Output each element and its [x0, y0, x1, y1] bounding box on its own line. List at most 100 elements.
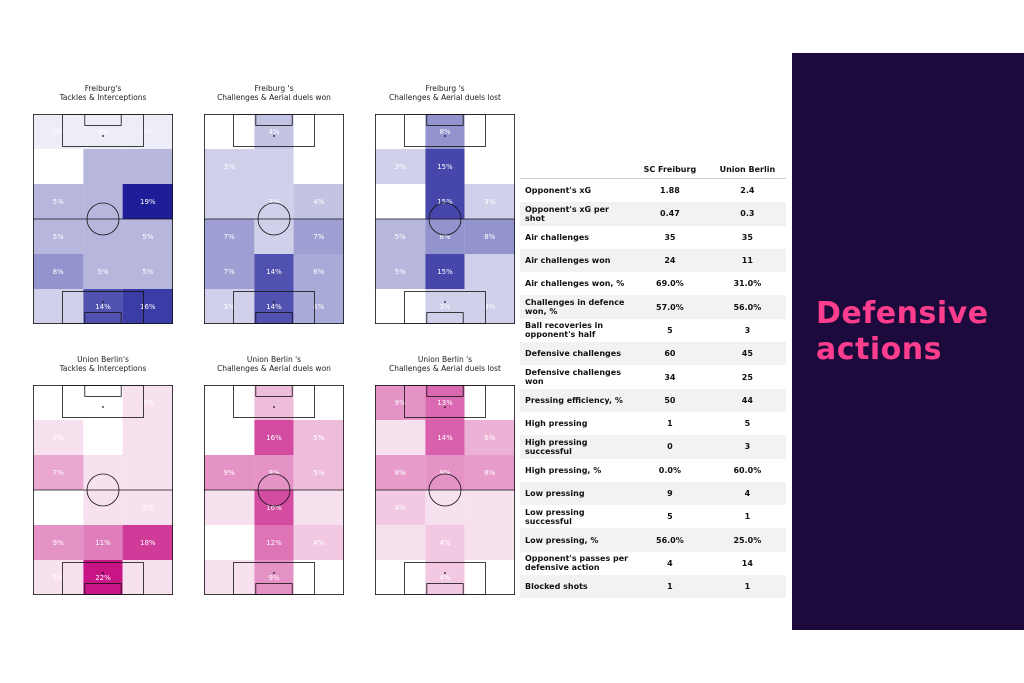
table-cell-union: 35	[741, 232, 753, 242]
heatmap-cell-label: 0%	[97, 128, 108, 136]
table-cell-union: 14	[741, 558, 753, 568]
table-cell-union: 5	[744, 419, 751, 429]
table-row: Ball recoveries in opponent's half 5 3	[520, 319, 786, 342]
top-penalty-spot	[273, 135, 275, 137]
center-circle	[86, 473, 120, 507]
heatmap-cell	[83, 525, 123, 560]
heatmap-cell	[375, 560, 426, 595]
table-cell-union: 1	[708, 575, 786, 599]
heatmap-cell-label: 0%	[224, 128, 235, 136]
heatmap-cell-label: 0%	[53, 128, 64, 136]
table-cell-metric: Air challenges	[525, 232, 590, 242]
heatmap-cell-label: 2%	[142, 399, 153, 407]
heatmap-cell	[293, 219, 344, 254]
heatmap-cell	[425, 289, 465, 324]
heatmap-cell-label: 6%	[313, 303, 324, 311]
heatmap-cell	[254, 455, 294, 490]
heatmap-cell	[33, 385, 84, 420]
panel-title-line2: actions	[816, 332, 942, 367]
bottom-penalty-spot	[102, 301, 104, 303]
heatmap-cell-label: 8%	[53, 268, 64, 276]
heatmap-cell	[122, 455, 173, 490]
panel-title-line1: Defensive	[816, 296, 989, 331]
heatmap-title: Freiburg 's Challenges & Aerial duels wo…	[204, 84, 344, 110]
heatmap-cell	[254, 525, 294, 560]
heatmap-cell-label: 3%	[395, 163, 406, 171]
heatmap-cell-label: 9%	[268, 574, 279, 582]
heatmap-cell-label: 2%	[142, 504, 153, 512]
heatmap-cell-label: 8%	[439, 128, 450, 136]
heatmap-cell	[293, 289, 344, 324]
heatmap-cell	[33, 184, 84, 219]
heatmap-cell	[204, 254, 255, 289]
heatmap-cell	[33, 455, 84, 490]
heatmap-title-line2: Challenges & Aerial duels won	[217, 93, 331, 102]
heatmap-cell-label: 2%	[53, 574, 64, 582]
heatmap-cell	[425, 420, 465, 455]
heatmap-cell	[464, 254, 515, 289]
heatmap-cell	[33, 560, 84, 595]
heatmap-cell	[33, 254, 84, 289]
table-cell-metric: Blocked shots	[520, 575, 632, 599]
heatmap-cell	[254, 149, 294, 184]
heatmap-cell-label: 4%	[268, 128, 279, 136]
heatmap-title: Freiburg 's Challenges & Aerial duels lo…	[375, 84, 515, 110]
bottom-penalty-spot	[102, 572, 104, 574]
panel-title: Defensive actions	[816, 296, 989, 368]
heatmap-cell-label: 7%	[224, 268, 235, 276]
heatmap-cell	[425, 219, 465, 254]
table-cell-freiburg: 1.88	[660, 186, 680, 196]
table-cell-union: 3	[708, 435, 786, 459]
bottom-six-yard-box	[255, 583, 293, 595]
heatmap-cell-label: 0%	[484, 163, 495, 171]
heatmap-cell	[204, 219, 255, 254]
heatmap-cell-label: 3%	[224, 163, 235, 171]
heatmap-cell	[204, 420, 255, 455]
heatmap-cell	[204, 149, 255, 184]
heatmap-cell	[425, 114, 465, 149]
center-circle	[428, 202, 462, 236]
heatmap-cell	[425, 455, 465, 490]
heatmap-title: Union Berlin 's Challenges & Aerial duel…	[204, 355, 344, 381]
heatmap-cell	[464, 114, 515, 149]
table-row: Low pressing 9 4	[520, 481, 786, 506]
heatmap-cell	[425, 525, 465, 560]
table-row: Low pressing, % 56.0% 25.0%	[520, 528, 786, 552]
heatmap-cell	[464, 149, 515, 184]
table-cell-metric: Opponent's xG per shot	[520, 202, 632, 226]
bottom-six-yard-box	[255, 312, 293, 324]
heatmap-cell	[293, 525, 344, 560]
heatmap-title-line2: Challenges & Aerial duels lost	[389, 364, 501, 373]
heatmap-cell	[254, 289, 294, 324]
heatmap-cell-label: 5%	[142, 268, 153, 276]
heatmap-cell-label: 7%	[224, 233, 235, 241]
heatmap-cell-label: 4%	[313, 198, 324, 206]
heatmap-cell	[375, 385, 426, 420]
heatmap-cell-label: 19%	[140, 198, 156, 206]
table-cell-union: 44	[708, 388, 786, 412]
heatmap-cell-label: 3%	[484, 198, 495, 206]
table-row: Opponent's xG per shot 0.47 0.3	[520, 202, 786, 226]
heatmap-title-line1: Union Berlin 's	[246, 355, 302, 364]
heatmap-cell	[425, 560, 465, 595]
heatmap-title-line1: Freiburg's	[84, 84, 122, 93]
heatmap-cell	[293, 114, 344, 149]
heatmap-cell-label: 6%	[313, 268, 324, 276]
heatmap-cell	[83, 490, 123, 525]
heatmap-cell	[204, 490, 255, 525]
table-cell-freiburg: 4	[667, 558, 673, 568]
heatmap-cell	[375, 149, 426, 184]
table-row: Air challenges won 24 11	[520, 248, 786, 273]
pitch-heatmap: 0% 0% 0% 0% 5% 19% 5% 5% 8% 5% 5% 14% 16%	[33, 114, 173, 324]
pitch-heatmap: 0% 4% 3% 0% 3% 4% 7% 7% 7% 14% 6% 3% 14% 6%	[204, 114, 344, 324]
heatmap-cell	[204, 184, 255, 219]
top-six-yard-box	[255, 385, 293, 397]
heatmap-cell-label: 15%	[437, 163, 453, 171]
heatmap-title-line1: Freiburg 's	[425, 84, 465, 93]
pitch-heatmap: 0% 0% 16% 5% 9% 9% 5% 16% 0% 12% 4% 9% 0%	[204, 385, 344, 595]
top-six-yard-box	[426, 114, 464, 126]
top-penalty-spot	[444, 135, 446, 137]
bottom-six-yard-box	[426, 312, 464, 324]
heatmap-cell-label: 18%	[140, 539, 156, 547]
table-cell-freiburg: 57.0%	[631, 295, 709, 319]
